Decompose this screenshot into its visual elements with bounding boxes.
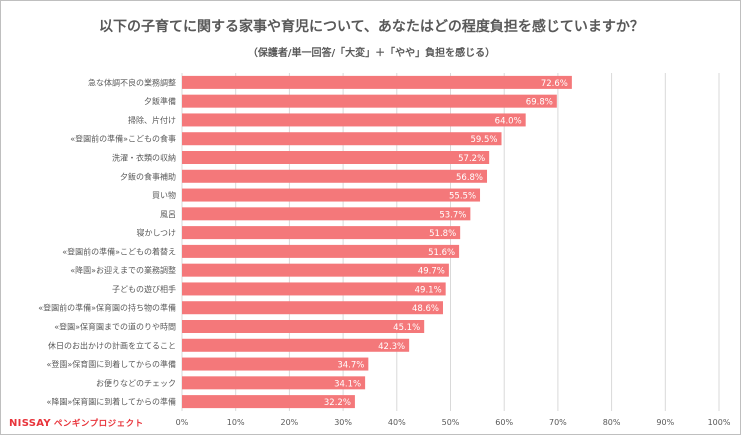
bar [182, 188, 481, 202]
bar [182, 338, 410, 352]
category-label: «登園前の準備»こどもの食事 [70, 134, 176, 144]
x-tick-label: 40% [388, 418, 406, 427]
data-label: 56.8% [456, 173, 483, 183]
chart-subtitle: （保護者/単一回答/「大変」＋「やや」負担を感じる） [247, 48, 496, 59]
data-label: 45.1% [393, 323, 420, 333]
x-tick-label: 100% [708, 418, 731, 427]
x-tick-label: 80% [603, 418, 621, 427]
logo-sub-text: ペンギンプロジェクト [53, 419, 144, 429]
bar [182, 320, 425, 333]
category-label: 買い物 [152, 190, 176, 200]
data-label: 34.1% [334, 379, 361, 389]
data-label: 64.0% [495, 116, 522, 126]
bar [182, 207, 471, 221]
data-label: 55.5% [449, 192, 476, 202]
x-tick-label: 20% [281, 418, 299, 427]
category-label: «降園»お迎えまでの業務調整 [70, 265, 176, 275]
category-label: 急な体調不良の業務調整 [88, 77, 176, 87]
data-label: 42.3% [378, 342, 405, 352]
chart-title: 以下の子育てに関する家事や育児について、あなたはどの程度負担を感じていますか？ [99, 19, 644, 35]
data-label: 51.6% [428, 248, 455, 258]
x-tick-label: 60% [495, 418, 513, 427]
category-label: 夕飯準備 [144, 96, 176, 106]
category-label: 洗濯・衣類の収納 [112, 153, 176, 163]
bar [182, 301, 443, 315]
x-tick-label: 0% [176, 418, 189, 427]
category-label: «登園前の準備»こどもの着替え [62, 246, 176, 256]
category-label: «登園»保育園までの道のりや時間 [54, 322, 176, 332]
data-label: 48.6% [412, 304, 439, 314]
data-label: 57.2% [458, 154, 485, 164]
data-label: 53.7% [439, 210, 466, 220]
data-label: 59.5% [470, 135, 497, 145]
category-label: «登園前の準備»保育園の持ち物の準備 [38, 303, 176, 313]
x-tick-label: 50% [442, 418, 460, 427]
brand-logo: NISSAY ペンギンプロジェクト [9, 417, 144, 429]
x-tick-label: 30% [334, 418, 352, 427]
x-tick-label: 90% [656, 418, 674, 427]
bar [182, 113, 526, 127]
data-label: 49.1% [415, 285, 442, 295]
category-label: «降園»保育園に到着してからの準備 [46, 397, 176, 407]
x-tick-label: 70% [549, 418, 567, 427]
category-label: 夕飯の食事補助 [120, 171, 176, 181]
logo-brand-text: NISSAY [9, 418, 51, 429]
category-label: 掃除、片付け [128, 115, 176, 125]
data-label: 34.7% [337, 361, 364, 371]
bar [182, 94, 557, 108]
x-tick-label: 10% [227, 418, 245, 427]
bar [182, 376, 366, 390]
data-label: 69.8% [526, 98, 553, 108]
category-label: 子どもの遊び相手 [112, 284, 176, 294]
bar [182, 75, 572, 89]
category-label: 休日のお出かけの計画を立てること [48, 340, 176, 350]
data-label: 51.8% [429, 229, 456, 239]
bar [182, 263, 449, 277]
category-label: «登園»保育園に到着してからの準備 [46, 359, 176, 369]
category-label: 寝かしつけ [136, 228, 176, 238]
data-label: 32.2% [324, 398, 351, 408]
bar [182, 357, 369, 371]
bar [182, 132, 502, 146]
bar [182, 169, 488, 183]
category-label: 風呂 [160, 210, 176, 219]
bar [182, 244, 460, 258]
bar [182, 151, 490, 164]
bar [182, 226, 461, 240]
category-label: お便りなどのチェック [96, 378, 176, 388]
bar [182, 282, 446, 296]
data-label: 49.7% [418, 267, 445, 277]
bar [182, 395, 355, 409]
data-label: 72.6% [541, 79, 568, 89]
